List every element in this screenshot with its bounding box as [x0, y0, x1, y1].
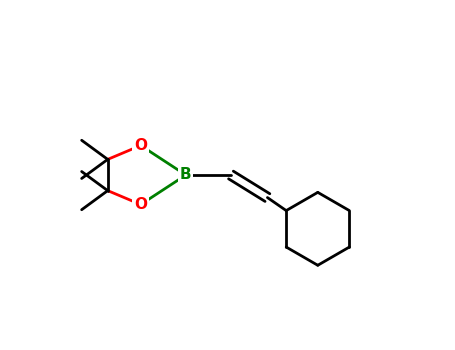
Text: O: O — [134, 138, 147, 153]
Text: B: B — [180, 168, 192, 182]
Text: O: O — [134, 197, 147, 212]
